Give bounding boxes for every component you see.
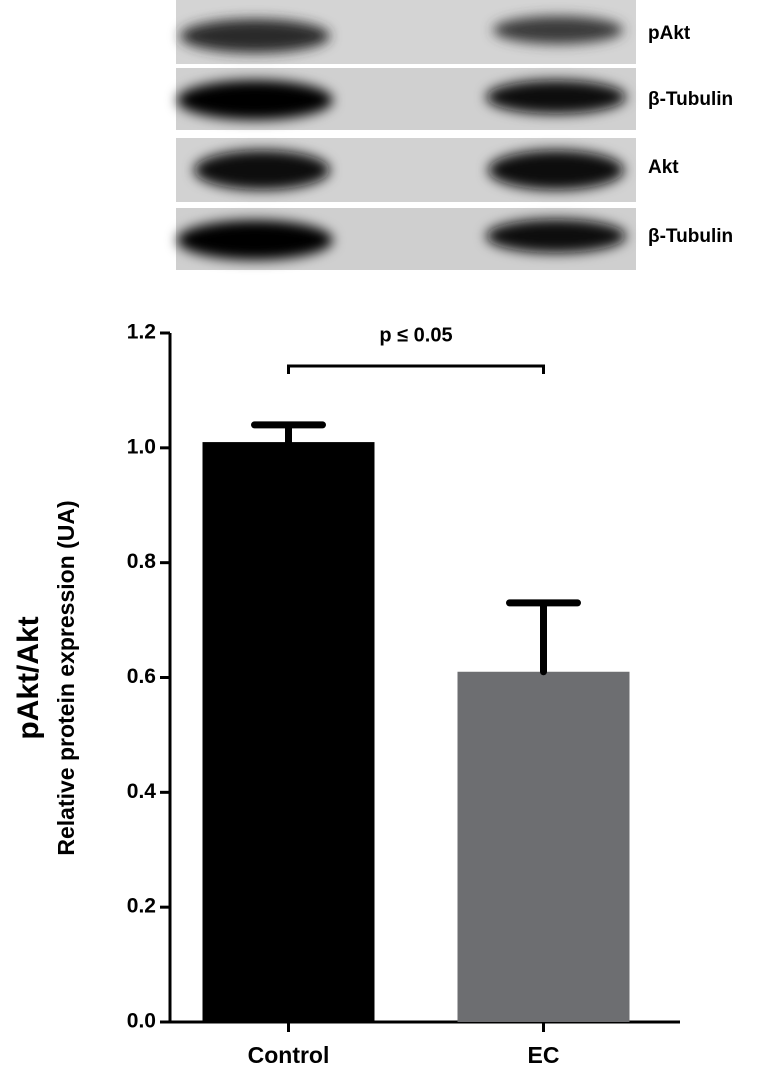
band [486, 219, 626, 253]
y-tick-label: 0.4 [127, 780, 157, 803]
y-tick-label: 0.2 [127, 895, 156, 918]
blot-label: β-Tubulin [648, 89, 733, 110]
y-tick-label: 0.8 [127, 550, 157, 573]
bar [457, 671, 630, 1022]
bands [177, 16, 626, 260]
band [177, 80, 333, 120]
y-tick-label: 1.0 [127, 435, 156, 458]
band [486, 80, 626, 114]
y-axis-title: pAkt/Akt [12, 616, 45, 739]
y-tick-label: 0.6 [127, 665, 156, 688]
band [177, 220, 333, 260]
band [488, 150, 624, 190]
blot-label: β-Tubulin [648, 226, 733, 247]
error-bar [251, 421, 326, 446]
x-tick-label: EC [528, 1042, 560, 1068]
western-blot: pAkt β-Tubulin Akt β-Tubulin [176, 0, 733, 270]
band [493, 16, 623, 44]
significance-bracket [287, 364, 545, 374]
band [194, 150, 330, 190]
blot-label: Akt [648, 157, 679, 178]
y-tick-label: 1.2 [127, 321, 156, 344]
blot-label: pAkt [648, 23, 691, 44]
error-bar [506, 599, 581, 676]
y-tick-label: 0.0 [127, 1010, 156, 1033]
band [180, 19, 330, 53]
x-tick-label: Control [248, 1042, 330, 1068]
y-axis-subtitle: Relative protein expression (UA) [53, 500, 79, 855]
annotation: p ≤ 0.05 [379, 324, 452, 346]
bar [202, 442, 375, 1022]
